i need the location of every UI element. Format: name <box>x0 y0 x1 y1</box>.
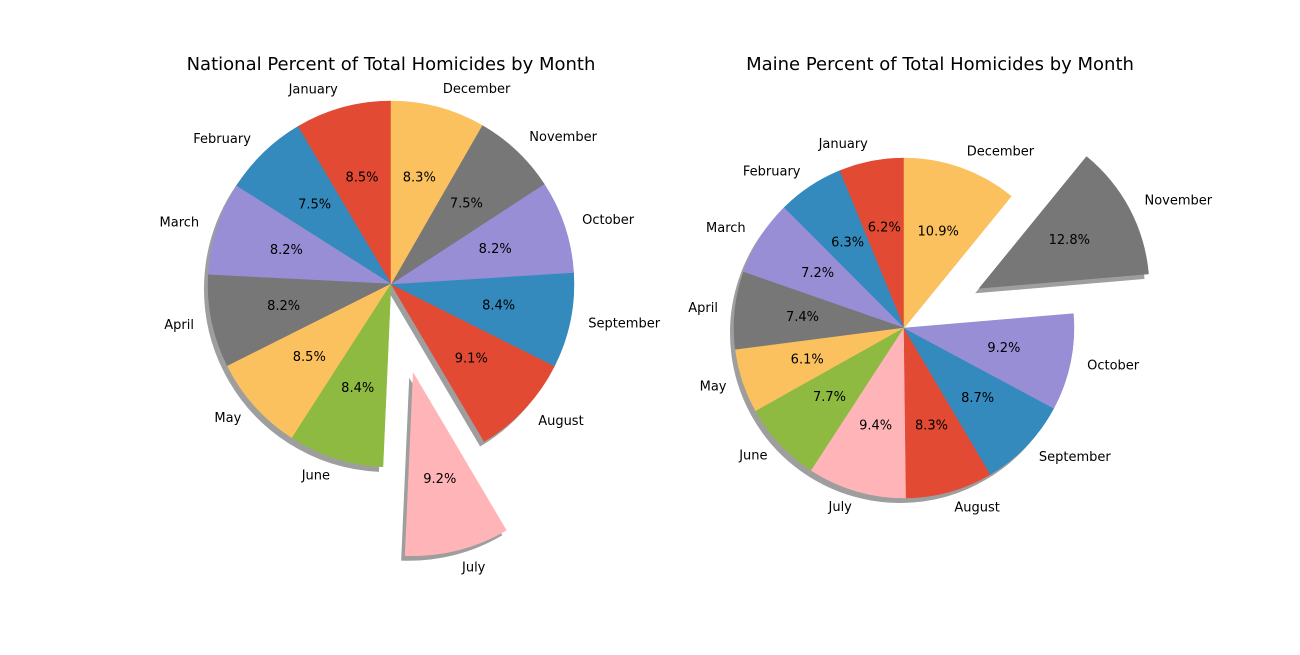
maine-pct-january: 6.2% <box>868 220 901 235</box>
national-pct-november: 7.5% <box>450 197 483 212</box>
maine-pie-chart: Maine Percent of Total Homicides by Mont… <box>688 54 1213 516</box>
national-wedges <box>207 100 575 556</box>
maine-slice-december <box>903 157 1012 329</box>
national-slice-december <box>390 100 483 285</box>
maine-slice-october <box>903 313 1075 409</box>
maine-label-december: December <box>967 144 1035 159</box>
national-pct-february: 7.5% <box>298 198 331 213</box>
maine-pct-may: 6.1% <box>791 353 824 368</box>
national-slice-july <box>404 371 507 556</box>
national-pct-january: 8.5% <box>345 171 378 186</box>
national-pct-december: 8.3% <box>403 170 436 185</box>
maine-pct-july: 9.4% <box>859 419 892 434</box>
maine-labels: January 6.2% February 6.3% March 7.2% April 7.4… <box>688 137 1213 516</box>
maine-pct-september: 8.7% <box>961 391 994 406</box>
national-label-october: October <box>582 213 635 228</box>
maine-wedges <box>733 156 1149 499</box>
maine-chart-title: Maine Percent of Total Homicides by Mont… <box>746 54 1134 75</box>
national-slice-june <box>291 283 392 468</box>
national-label-january: January <box>288 82 339 97</box>
national-pct-may: 8.5% <box>293 350 326 365</box>
maine-pct-february: 6.3% <box>831 236 864 251</box>
national-labels: January 8.5% February 7.5% March 8.2% April 8.2… <box>160 82 661 576</box>
maine-label-september: September <box>1039 450 1112 465</box>
maine-pct-december: 10.9% <box>918 224 959 239</box>
national-label-may: May <box>214 411 241 426</box>
national-slice-march <box>207 185 392 285</box>
maine-slice-november <box>978 156 1149 289</box>
national-label-july: July <box>461 561 486 576</box>
maine-pct-august: 8.3% <box>915 419 948 434</box>
national-pct-october: 8.2% <box>479 242 512 257</box>
maine-label-january: January <box>818 137 869 152</box>
maine-slice-august <box>903 327 991 499</box>
national-pct-march: 8.2% <box>270 243 303 258</box>
maine-pct-october: 9.2% <box>987 341 1020 356</box>
maine-label-may: May <box>700 379 727 394</box>
maine-label-march: March <box>706 221 746 236</box>
national-slice-january <box>297 100 392 285</box>
national-slice-may <box>227 283 392 439</box>
national-pct-august: 9.1% <box>455 351 488 366</box>
national-label-june: June <box>301 468 330 483</box>
maine-label-february: February <box>743 165 801 180</box>
maine-label-november: November <box>1145 194 1213 209</box>
national-pct-july: 9.2% <box>423 472 456 487</box>
national-label-august: August <box>538 414 584 429</box>
maine-pct-april: 7.4% <box>786 310 819 325</box>
national-label-february: February <box>193 132 251 147</box>
national-slice-august <box>390 283 555 442</box>
maine-slice-september <box>903 327 1055 475</box>
national-slice-october <box>390 183 574 285</box>
national-pct-september: 8.4% <box>482 298 515 313</box>
national-slice-september <box>390 272 575 367</box>
national-label-december: December <box>443 82 511 97</box>
maine-label-july: July <box>828 500 853 515</box>
national-chart-title: National Percent of Total Homicides by M… <box>187 54 596 75</box>
maine-label-august: August <box>954 501 1000 516</box>
maine-pct-march: 7.2% <box>801 266 834 281</box>
maine-pct-november: 12.8% <box>1049 233 1090 248</box>
maine-label-june: June <box>738 448 767 463</box>
maine-pct-june: 7.7% <box>813 390 846 405</box>
national-pct-june: 8.4% <box>341 381 374 396</box>
national-label-march: March <box>160 216 200 231</box>
maine-label-october: October <box>1087 358 1140 373</box>
maine-slice-july <box>810 327 907 499</box>
national-slice-april <box>207 274 392 367</box>
national-pie-chart: National Percent of Total Homicides by M… <box>160 54 661 576</box>
national-label-november: November <box>529 130 597 145</box>
national-pct-april: 8.2% <box>267 299 300 314</box>
national-label-april: April <box>164 318 194 333</box>
maine-label-april: April <box>688 301 718 316</box>
national-label-september: September <box>588 317 661 332</box>
